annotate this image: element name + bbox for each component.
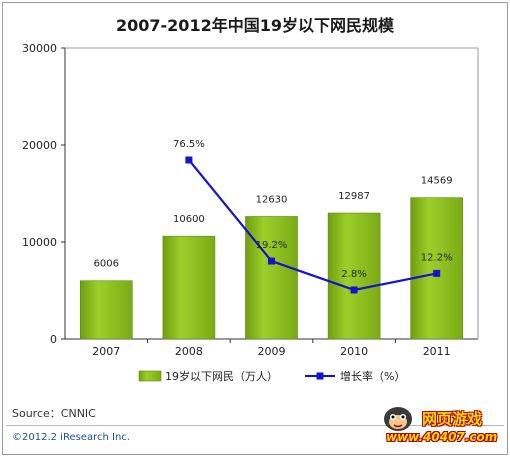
bar	[327, 212, 381, 340]
legend-bar-label: 19岁以下网民（万人）	[165, 369, 278, 383]
legend-bar-swatch	[138, 370, 162, 382]
growth-line-path	[188, 159, 437, 292]
legend-line-label: 增长率（%）	[340, 369, 405, 383]
growth-point	[433, 269, 441, 277]
copyright-text: ©2012.2 iResearch Inc.	[12, 432, 130, 443]
bar-value-label: 12630	[256, 194, 288, 205]
growth-value-label: 12.2%	[421, 252, 453, 263]
growth-point	[350, 286, 358, 294]
bar	[80, 280, 133, 340]
watermark-brand: 网页游戏	[422, 410, 483, 428]
y-tick-label: 0	[50, 333, 57, 346]
x-tick-label: 2009	[258, 345, 286, 358]
legend-line-marker	[316, 372, 324, 380]
growth-value-label: 19.2%	[256, 240, 288, 251]
bar	[245, 216, 298, 340]
bar	[162, 235, 216, 340]
growth-point	[268, 257, 275, 265]
watermark-logo: 网页游戏 www.40407.com	[364, 400, 504, 452]
mascot-icon	[384, 407, 412, 431]
growth-line: 76.5% 19.2% 2.8% 12.2%	[173, 139, 453, 294]
x-tick-label: 2008	[175, 345, 203, 358]
x-tick-label: 2010	[340, 345, 368, 358]
growth-value-label: 2.8%	[341, 269, 366, 280]
source-note: Source：CNNIC	[12, 407, 96, 420]
bar-value-label: 14569	[421, 176, 453, 187]
bar	[410, 197, 464, 340]
watermark-url: www.40407.com	[386, 430, 498, 444]
axes: 0 10000 20000 30000 2007 2008 2009 2010 2011	[22, 42, 479, 358]
bar-value-label: 10600	[173, 214, 205, 225]
chart-title: 2007-2012年中国19岁以下网民规模	[116, 16, 394, 35]
y-tick-label: 10000	[22, 236, 57, 249]
y-tick-label: 30000	[22, 42, 57, 55]
footer-divider	[6, 425, 504, 426]
bar-value-label: 6006	[94, 259, 119, 270]
x-tick-label: 2007	[92, 345, 120, 358]
bars: 6006 10600 12630 12987 14569	[80, 176, 464, 340]
y-tick-label: 20000	[22, 139, 57, 152]
legend: 19岁以下网民（万人） 增长率（%）	[138, 369, 405, 383]
growth-point	[185, 156, 193, 164]
growth-value-label: 76.5%	[173, 139, 205, 150]
x-tick-label: 2011	[423, 345, 451, 358]
bar-value-label: 12987	[338, 191, 370, 202]
